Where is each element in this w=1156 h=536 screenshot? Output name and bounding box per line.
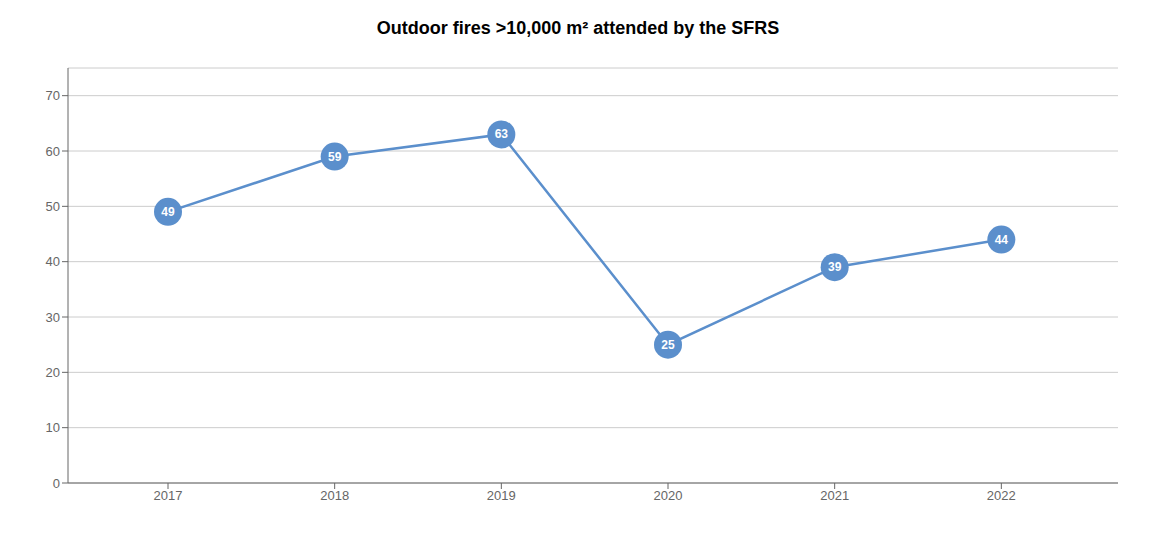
svg-text:10: 10 [46,420,60,435]
svg-text:0: 0 [53,476,60,491]
svg-text:49: 49 [161,205,175,219]
svg-text:40: 40 [46,254,60,269]
svg-text:60: 60 [46,144,60,159]
svg-text:2021: 2021 [820,488,849,503]
svg-text:20: 20 [46,365,60,380]
svg-text:50: 50 [46,199,60,214]
svg-text:39: 39 [828,260,842,274]
svg-text:70: 70 [46,88,60,103]
svg-text:2020: 2020 [654,488,683,503]
svg-text:30: 30 [46,310,60,325]
html-text:Outdoor fires >10,000 m² atten: Outdoor fires >10,000 m² attended by the… [376,18,780,38]
svg-text:63: 63 [495,127,509,141]
svg-text:25: 25 [661,338,675,352]
svg-text:2018: 2018 [320,488,349,503]
svg-text:2019: 2019 [487,488,516,503]
svg-text:59: 59 [328,150,342,164]
svg-text:44: 44 [995,233,1009,247]
svg-text:2017: 2017 [154,488,183,503]
svg-text:2022: 2022 [987,488,1016,503]
